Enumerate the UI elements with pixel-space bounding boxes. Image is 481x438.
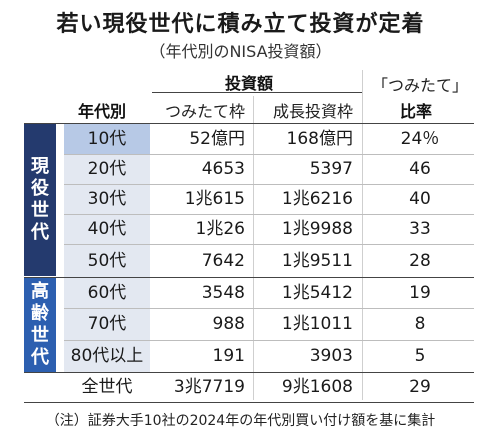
table-row: 30代 1兆615 1兆6216 40 xyxy=(0,184,481,214)
page-title: 若い現役世代に積み立て投資が定着 xyxy=(56,12,425,37)
group-current-generation: 現 役 世 代 xyxy=(24,124,56,276)
seicho-cell: 1兆9511 xyxy=(281,251,353,271)
seicho-cell: 3903 xyxy=(309,346,353,366)
gen-cell: 20代 xyxy=(87,159,127,179)
gen-highlight-cell xyxy=(64,124,150,154)
table-row: 50代 7642 1兆9511 28 xyxy=(0,246,481,276)
header-investment-rule xyxy=(152,92,362,93)
header-rule xyxy=(24,123,474,124)
total-ratio-cell: 29 xyxy=(409,377,431,397)
gen-cell: 60代 xyxy=(87,283,127,303)
row-rule xyxy=(64,154,474,155)
header-tsumitate: つみたて枠 xyxy=(164,102,245,121)
header-generation: 年代別 xyxy=(78,102,127,121)
seicho-cell: 5397 xyxy=(309,159,353,179)
ratio-cell: 19 xyxy=(409,283,431,303)
ratio-cell: 28 xyxy=(409,251,431,271)
bottom-rule xyxy=(24,402,474,403)
group-char: 現 xyxy=(31,156,49,177)
ratio-cell: 33 xyxy=(409,219,431,239)
table-row: 80代以上 191 3903 5 xyxy=(0,341,481,371)
group-char: 世 xyxy=(31,200,49,221)
tsumitate-cell: 988 xyxy=(212,314,245,334)
footnote: （注）証券大手10社の2024年の年代別買い付け額を基に集計 xyxy=(45,413,436,429)
row-rule xyxy=(64,244,474,245)
gen-cell: 30代 xyxy=(87,189,127,209)
table-row: 40代 1兆26 1兆9988 33 xyxy=(0,214,481,244)
group-char: 役 xyxy=(31,178,49,199)
seicho-cell: 1兆1011 xyxy=(281,314,353,334)
gen-cell: 70代 xyxy=(87,314,127,334)
tsumitate-cell: 7642 xyxy=(201,251,245,271)
seicho-cell: 1兆5412 xyxy=(281,283,353,303)
seicho-cell: 1兆9988 xyxy=(281,219,353,239)
header-investment: 投資額 xyxy=(225,74,274,93)
total-seicho-cell: 9兆1608 xyxy=(281,377,353,397)
gen-cell: 10代 xyxy=(87,129,127,149)
seicho-cell: 1兆6216 xyxy=(281,189,353,209)
tsumitate-cell: 1兆26 xyxy=(195,219,245,239)
gen-cell: 80代以上 xyxy=(70,346,144,366)
header-seicho: 成長投資枠 xyxy=(272,102,353,121)
group-elder-generation: 高 齢 世 代 xyxy=(24,278,56,372)
row-rule xyxy=(64,184,474,185)
gen-cell: 50代 xyxy=(87,251,127,271)
tsumitate-cell: 52億円 xyxy=(189,129,245,149)
group-rule xyxy=(24,277,474,278)
tsumitate-cell: 1兆615 xyxy=(184,189,245,209)
row-rule xyxy=(64,214,474,215)
column-divider xyxy=(362,70,363,400)
ratio-cell: 8 xyxy=(414,314,426,334)
total-rule xyxy=(24,372,474,373)
page-subtitle: （年代別のNISA投資額） xyxy=(149,42,332,61)
tsumitate-cell: 191 xyxy=(212,346,245,366)
group-char: 齢 xyxy=(31,303,49,324)
total-row: 全世代 3兆7719 9兆1608 29 xyxy=(0,372,481,402)
table-row: 60代 3548 1兆5412 19 xyxy=(0,278,481,308)
ratio-cell: 5 xyxy=(414,346,426,366)
row-rule xyxy=(64,340,474,341)
total-tsumitate-cell: 3兆7719 xyxy=(173,377,245,397)
row-rule xyxy=(64,308,474,309)
tsumitate-cell: 3548 xyxy=(201,283,245,303)
column-divider xyxy=(253,96,254,400)
group-char: 高 xyxy=(31,281,49,302)
ratio-cell: 46 xyxy=(409,159,431,179)
group-char: 世 xyxy=(31,325,49,346)
table-row: 10代 52億円 168億円 24％ xyxy=(0,124,481,154)
total-gen-cell: 全世代 xyxy=(81,377,133,397)
group-char: 代 xyxy=(31,347,49,368)
table-row: 20代 4653 5397 46 xyxy=(0,154,481,184)
table-row: 70代 988 1兆1011 8 xyxy=(0,309,481,339)
gen-cell-background xyxy=(64,154,150,372)
header-ratio-top: 「つみたて」 xyxy=(371,76,468,95)
group-char: 代 xyxy=(31,222,49,243)
tsumitate-cell: 4653 xyxy=(201,159,245,179)
ratio-cell: 40 xyxy=(409,189,431,209)
header-ratio-bottom: 比率 xyxy=(400,102,433,121)
seicho-cell: 168億円 xyxy=(286,129,353,149)
ratio-cell: 24％ xyxy=(400,129,440,149)
gen-cell: 40代 xyxy=(87,219,127,239)
